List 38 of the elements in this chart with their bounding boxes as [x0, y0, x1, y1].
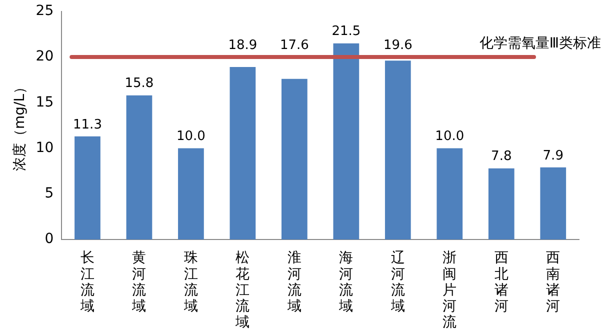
bar [178, 148, 204, 240]
bar [74, 136, 100, 240]
y-tick-label: 20 [36, 48, 54, 65]
data-label: 21.5 [332, 24, 361, 40]
bar [540, 167, 566, 240]
data-label: 18.9 [228, 38, 258, 53]
bar [333, 43, 360, 240]
data-label: 7.8 [491, 149, 512, 164]
x-tick-label: 辽河流域 [390, 250, 405, 314]
ref-line-label: 化学需氧量Ⅲ类标准 [479, 36, 601, 52]
y-tick-label: 25 [36, 3, 54, 20]
data-label: 15.8 [124, 76, 154, 92]
data-label: 10.0 [435, 129, 464, 144]
bar [126, 95, 152, 240]
x-tick-label: 海河流域 [338, 250, 354, 314]
bar [230, 67, 256, 240]
bar [488, 168, 514, 240]
x-tick-label: 黄河流域 [131, 250, 146, 314]
bar [384, 60, 411, 240]
bar [436, 148, 463, 240]
y-tick-label: 15 [36, 94, 54, 110]
x-tick-label: 西南诸河 [546, 250, 560, 314]
x-tick-label: 淮河流域 [286, 250, 302, 314]
y-axis-title: 浓度（mg/L） [12, 80, 28, 171]
x-tick-label: 松花江流域 [234, 250, 250, 331]
data-label: 10.0 [176, 129, 206, 144]
y-tick-label: 5 [44, 186, 54, 202]
x-tick-label: 浙闽片河流 [442, 250, 457, 331]
y-tick-label: 0 [44, 231, 54, 248]
x-tick-label: 长江流域 [79, 250, 94, 314]
data-label: 19.6 [383, 38, 412, 53]
data-label: 17.6 [280, 38, 309, 53]
data-label: 7.9 [542, 148, 564, 164]
y-tick-label: 10 [36, 140, 54, 156]
x-tick-label: 西北诸河 [494, 250, 508, 314]
bar [282, 78, 308, 240]
x-tick-label: 珠江流域 [182, 250, 198, 314]
data-label: 11.3 [73, 117, 102, 132]
